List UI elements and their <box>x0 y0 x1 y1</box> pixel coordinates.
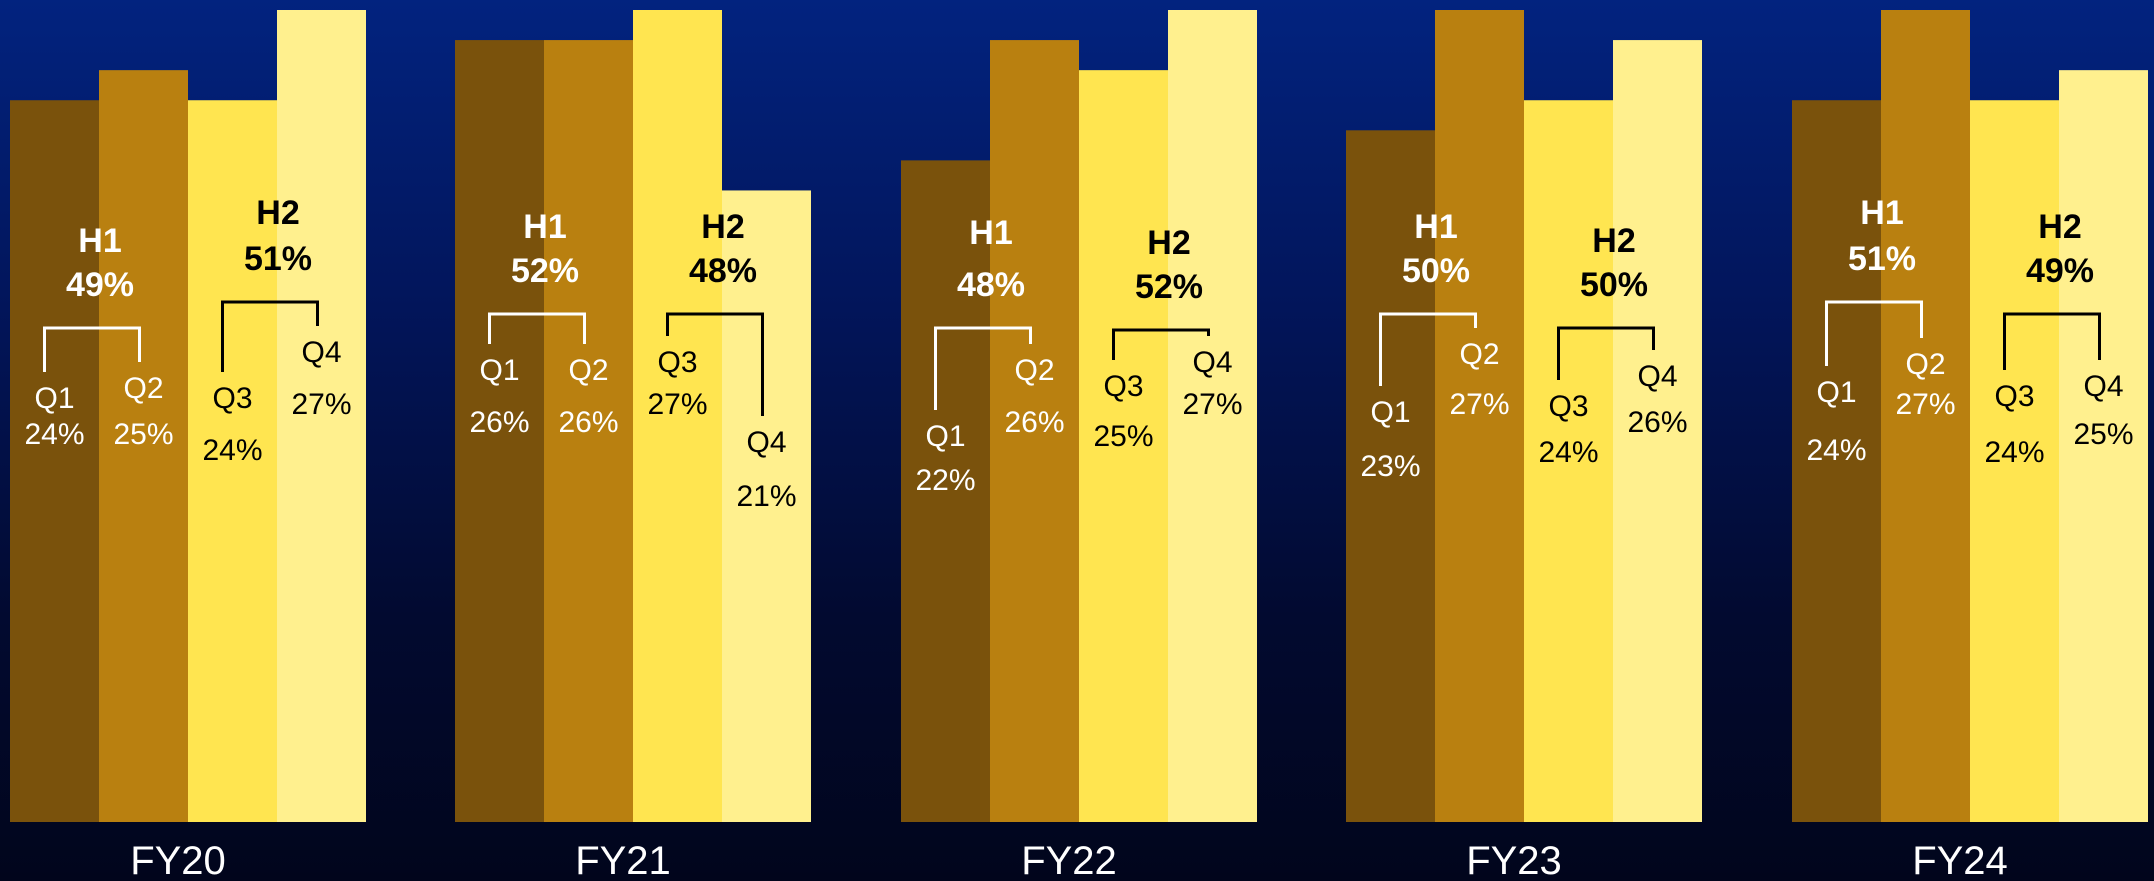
bar-fy20-q4 <box>277 10 366 822</box>
quarter-name-fy23-q2: Q2 <box>1459 338 1499 371</box>
data-label-fy24-q4: 25% <box>2073 418 2133 451</box>
half-value-fy23-h2: 50% <box>1580 266 1648 304</box>
half-bracket-fy22-h1 <box>934 326 1032 410</box>
half-value-fy21-h1: 52% <box>511 252 579 290</box>
half-bracket-fy20-h2 <box>221 300 319 372</box>
half-name-fy21-h2: H2 <box>701 208 744 246</box>
x-axis-label-fy21: FY21 <box>575 839 671 881</box>
bar-fy23-q4 <box>1613 40 1702 822</box>
half-name-fy21-h1: H1 <box>523 208 566 246</box>
data-label-fy23-q4: 26% <box>1627 406 1687 439</box>
quarter-name-fy22-q1: Q1 <box>925 420 965 453</box>
data-label-fy23-q3: 24% <box>1538 436 1598 469</box>
x-axis-label-fy24: FY24 <box>1912 839 2008 881</box>
bar-fy21-q3 <box>633 10 722 822</box>
half-name-fy24-h1: H1 <box>1860 194 1903 232</box>
quarter-name-fy22-q2: Q2 <box>1014 354 1054 387</box>
data-label-fy22-q3: 25% <box>1093 420 1153 453</box>
quarter-name-fy24-q2: Q2 <box>1905 348 1945 381</box>
quarter-name-fy22-q4: Q4 <box>1192 346 1232 379</box>
data-label-fy21-q1: 26% <box>469 406 529 439</box>
data-label-fy23-q1: 23% <box>1360 450 1420 483</box>
half-name-fy23-h1: H1 <box>1414 208 1457 246</box>
quarter-name-fy23-q4: Q4 <box>1637 360 1677 393</box>
half-name-fy22-h1: H1 <box>969 214 1012 252</box>
half-bracket-fy21-h2 <box>666 312 764 416</box>
half-value-fy24-h1: 51% <box>1848 240 1916 278</box>
data-label-fy23-q2: 27% <box>1449 388 1509 421</box>
half-name-fy22-h2: H2 <box>1147 224 1190 262</box>
quarter-name-fy20-q4: Q4 <box>301 336 341 369</box>
half-value-fy20-h2: 51% <box>244 240 312 278</box>
quarter-name-fy21-q2: Q2 <box>568 354 608 387</box>
data-label-fy24-q3: 24% <box>1984 436 2044 469</box>
bar-fy24-q1 <box>1792 100 1881 822</box>
half-value-fy23-h1: 50% <box>1402 252 1470 290</box>
bar-fy21-q4 <box>722 190 811 822</box>
quarter-name-fy23-q1: Q1 <box>1370 396 1410 429</box>
quarter-name-fy20-q2: Q2 <box>123 372 163 405</box>
bar-fy20-q1 <box>10 100 99 822</box>
bar-fy22-q4 <box>1168 10 1257 822</box>
half-name-fy20-h1: H1 <box>78 222 121 260</box>
data-label-fy24-q1: 24% <box>1806 434 1866 467</box>
data-label-fy20-q2: 25% <box>113 418 173 451</box>
quarter-name-fy23-q3: Q3 <box>1548 390 1588 423</box>
quarter-name-fy20-q1: Q1 <box>34 382 74 415</box>
bar-fy20-q2 <box>99 70 188 823</box>
x-axis-label-fy22: FY22 <box>1021 839 1117 881</box>
x-axis-label-fy20: FY20 <box>130 839 226 881</box>
bar-fy23-q1 <box>1346 130 1435 823</box>
x-axis-label-fy23: FY23 <box>1466 839 1562 881</box>
data-label-fy22-q2: 26% <box>1004 406 1064 439</box>
bar-fy22-q1 <box>901 160 990 823</box>
data-label-fy20-q3: 24% <box>202 434 262 467</box>
half-value-fy24-h2: 49% <box>2026 252 2094 290</box>
bar-fy21-q1 <box>455 40 544 822</box>
half-bracket-fy21-h1 <box>488 312 586 344</box>
bar-fy23-q3 <box>1524 100 1613 822</box>
bar-fy22-q3 <box>1079 70 1168 823</box>
half-bracket-fy23-h2 <box>1557 326 1655 380</box>
data-label-fy21-q4: 21% <box>736 480 796 513</box>
half-value-fy21-h2: 48% <box>689 252 757 290</box>
bar-fy24-q4 <box>2059 70 2148 823</box>
data-label-fy20-q1: 24% <box>24 418 84 451</box>
data-label-fy24-q2: 27% <box>1895 388 1955 421</box>
quarter-name-fy20-q3: Q3 <box>212 382 252 415</box>
bar-fy20-q3 <box>188 100 277 822</box>
bar-fy24-q3 <box>1970 100 2059 822</box>
half-bracket-fy24-h2 <box>2003 312 2101 370</box>
data-label-fy21-q2: 26% <box>558 406 618 439</box>
half-name-fy20-h2: H2 <box>256 194 299 232</box>
half-bracket-fy23-h1 <box>1379 312 1477 386</box>
data-label-fy22-q4: 27% <box>1182 388 1242 421</box>
quarter-name-fy21-q4: Q4 <box>746 426 786 459</box>
half-bracket-fy22-h2 <box>1112 328 1210 360</box>
half-name-fy23-h2: H2 <box>1592 222 1635 260</box>
half-bracket-fy20-h1 <box>43 326 141 372</box>
data-label-fy20-q4: 27% <box>291 388 351 421</box>
quarter-name-fy21-q3: Q3 <box>657 346 697 379</box>
half-value-fy22-h1: 48% <box>957 266 1025 304</box>
quarter-name-fy24-q3: Q3 <box>1994 380 2034 413</box>
data-label-fy22-q1: 22% <box>915 464 975 497</box>
quarter-name-fy21-q1: Q1 <box>479 354 519 387</box>
half-bracket-fy24-h1 <box>1825 300 1923 366</box>
half-name-fy24-h2: H2 <box>2038 208 2081 246</box>
half-value-fy22-h2: 52% <box>1135 268 1203 306</box>
data-label-fy21-q3: 27% <box>647 388 707 421</box>
quarter-name-fy24-q1: Q1 <box>1816 376 1856 409</box>
bar-fy24-q2 <box>1881 10 1970 822</box>
bar-fy21-q2 <box>544 40 633 822</box>
bar-fy23-q2 <box>1435 10 1524 822</box>
quarter-name-fy22-q3: Q3 <box>1103 370 1143 403</box>
quarter-name-fy24-q4: Q4 <box>2083 370 2123 403</box>
half-value-fy20-h1: 49% <box>66 266 134 304</box>
bar-fy22-q2 <box>990 40 1079 822</box>
